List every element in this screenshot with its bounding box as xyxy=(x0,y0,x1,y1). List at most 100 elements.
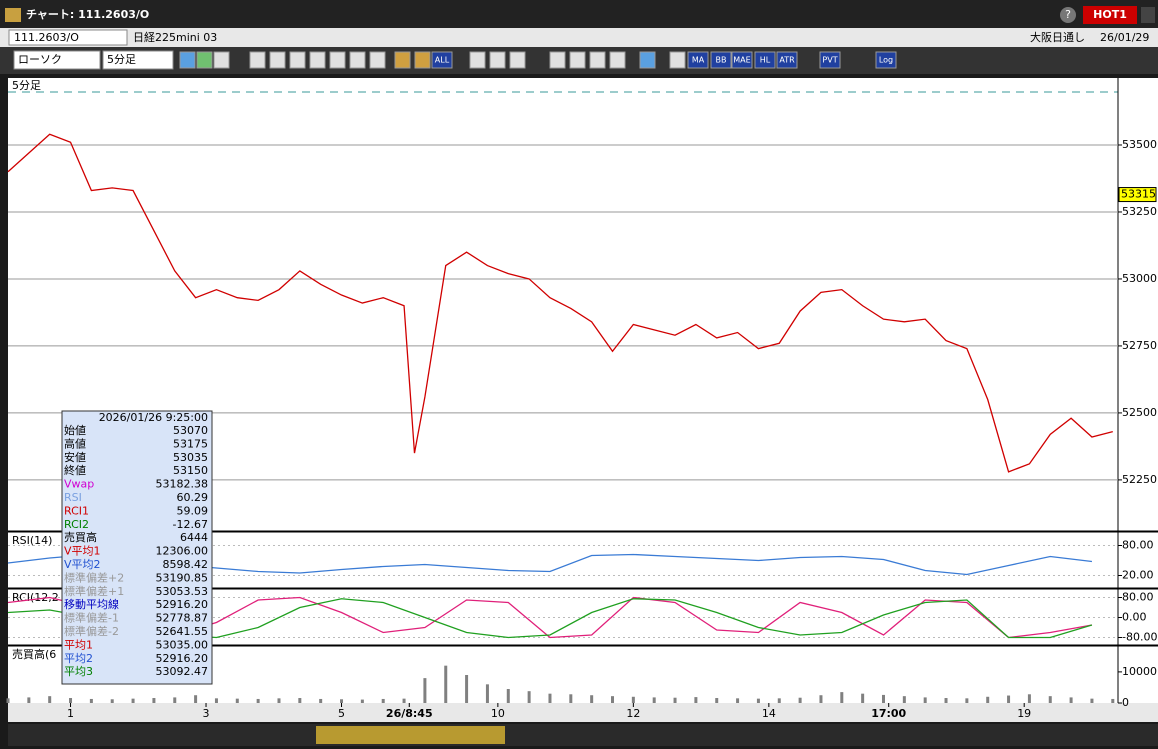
tool-button[interactable] xyxy=(819,51,841,69)
symbol-bar xyxy=(0,28,1158,47)
tool-icon[interactable] xyxy=(394,51,411,69)
tool-icon[interactable] xyxy=(414,51,431,69)
tool-icon[interactable] xyxy=(509,51,526,69)
volume-bar xyxy=(902,696,906,703)
tool-button[interactable] xyxy=(754,51,776,69)
info-label: RCI2 xyxy=(64,518,89,531)
volume-bar xyxy=(27,697,31,703)
x-tick-label: 26/8:45 xyxy=(386,707,433,720)
volume-bar xyxy=(360,699,364,703)
y-tick-label: 80.00 xyxy=(1122,539,1154,552)
x-axis-strip xyxy=(8,703,1158,722)
info-value: 53092.47 xyxy=(156,665,209,678)
x-tick-label: 19 xyxy=(1017,707,1031,720)
tool-button[interactable] xyxy=(776,51,798,69)
hot-label[interactable]: HOT1 xyxy=(1093,8,1127,21)
info-value: 53053.53 xyxy=(156,585,209,598)
hot-button[interactable] xyxy=(1083,6,1137,24)
tool-button-label[interactable]: BB xyxy=(716,56,727,65)
tool-icon[interactable] xyxy=(289,51,306,69)
tool-button[interactable] xyxy=(731,51,753,69)
info-label: 標準偏差-1 xyxy=(64,611,119,625)
tool-button-label[interactable]: ATR xyxy=(779,56,795,65)
volume-bar xyxy=(423,678,427,703)
panel-label: 5分足 xyxy=(12,79,41,92)
tool-icon[interactable] xyxy=(669,51,686,69)
tool-icon[interactable] xyxy=(639,51,656,69)
volume-bar xyxy=(1048,696,1052,703)
tool-button-label[interactable]: PVT xyxy=(822,56,837,65)
volume-bar xyxy=(715,698,719,703)
x-tick-label: 17:00 xyxy=(871,707,906,720)
volume-bar xyxy=(319,698,323,703)
tool-button-label[interactable]: MA xyxy=(692,56,705,65)
tool-button-label[interactable]: HL xyxy=(760,56,771,65)
help-label[interactable]: ? xyxy=(1065,8,1071,21)
tool-icon[interactable] xyxy=(179,51,196,69)
app-icon xyxy=(5,8,21,22)
volume-bar xyxy=(465,675,469,703)
tool-icon[interactable] xyxy=(489,51,506,69)
info-value: 59.09 xyxy=(177,504,209,517)
tool-button-label[interactable]: ALL xyxy=(435,56,450,65)
scrollbar[interactable] xyxy=(8,724,1158,746)
price-marker xyxy=(1118,187,1157,203)
volume-bar xyxy=(381,698,385,703)
volume-bar xyxy=(402,698,406,703)
tool-button-label[interactable]: MAE xyxy=(733,56,750,65)
chart-type[interactable]: ローソク xyxy=(18,53,62,66)
volume-bar xyxy=(861,693,865,703)
volume-bar xyxy=(611,696,615,703)
x-tick-label: 10 xyxy=(491,707,505,720)
tool-button[interactable] xyxy=(875,51,897,69)
tool-button[interactable] xyxy=(431,51,453,69)
volume-bar xyxy=(756,698,760,703)
tool-icon[interactable] xyxy=(469,51,486,69)
volume-bar xyxy=(527,691,531,703)
volume-bar xyxy=(506,689,510,703)
volume-bar xyxy=(840,692,844,703)
symbol-box[interactable] xyxy=(8,29,128,46)
help-button[interactable] xyxy=(1060,7,1076,23)
volume-bar xyxy=(173,697,177,703)
tool-icon[interactable] xyxy=(349,51,366,69)
tool-icon[interactable] xyxy=(309,51,326,69)
info-value: 53182.38 xyxy=(156,478,209,491)
tool-icon[interactable] xyxy=(196,51,213,69)
tool-icon[interactable] xyxy=(269,51,286,69)
tool-icon[interactable] xyxy=(589,51,606,69)
tool-icon[interactable] xyxy=(609,51,626,69)
chart-type-select[interactable] xyxy=(13,50,101,70)
y-tick-label: 53000 xyxy=(1122,272,1157,285)
close-button[interactable] xyxy=(1141,7,1155,23)
symbol[interactable]: 111.2603/O xyxy=(14,31,79,44)
tool-icon[interactable] xyxy=(369,51,386,69)
info-value: 52916.20 xyxy=(156,598,209,611)
volume-bar xyxy=(235,698,239,703)
info-value: 60.29 xyxy=(177,491,209,504)
interval[interactable]: 5分足 xyxy=(107,53,136,66)
tool-icon[interactable] xyxy=(569,51,586,69)
volume-bar xyxy=(819,695,823,703)
interval-select[interactable] xyxy=(102,50,174,70)
tool-icon[interactable] xyxy=(329,51,346,69)
info-label: 標準偏差+1 xyxy=(64,584,124,598)
info-value: 52641.55 xyxy=(156,625,209,638)
y-tick-label: 53250 xyxy=(1122,205,1157,218)
info-value: -12.67 xyxy=(173,518,208,531)
y-tick-label: 0.00 xyxy=(1122,611,1147,624)
tool-button[interactable] xyxy=(687,51,709,69)
tool-icon[interactable] xyxy=(249,51,266,69)
tool-button[interactable] xyxy=(710,51,732,69)
tool-icon[interactable] xyxy=(549,51,566,69)
volume-bar xyxy=(256,698,260,703)
volume-bar xyxy=(194,695,198,703)
y-tick-label: 80.00 xyxy=(1122,591,1154,604)
tool-button-label[interactable]: Log xyxy=(879,56,893,65)
info-value: 6444 xyxy=(180,531,208,544)
tool-icon[interactable] xyxy=(213,51,230,69)
scroll-thumb[interactable] xyxy=(316,726,505,744)
panel-label: 売買高(6 xyxy=(12,647,56,661)
info-label: 移動平均線 xyxy=(64,597,119,611)
info-label: V平均2 xyxy=(64,558,101,571)
